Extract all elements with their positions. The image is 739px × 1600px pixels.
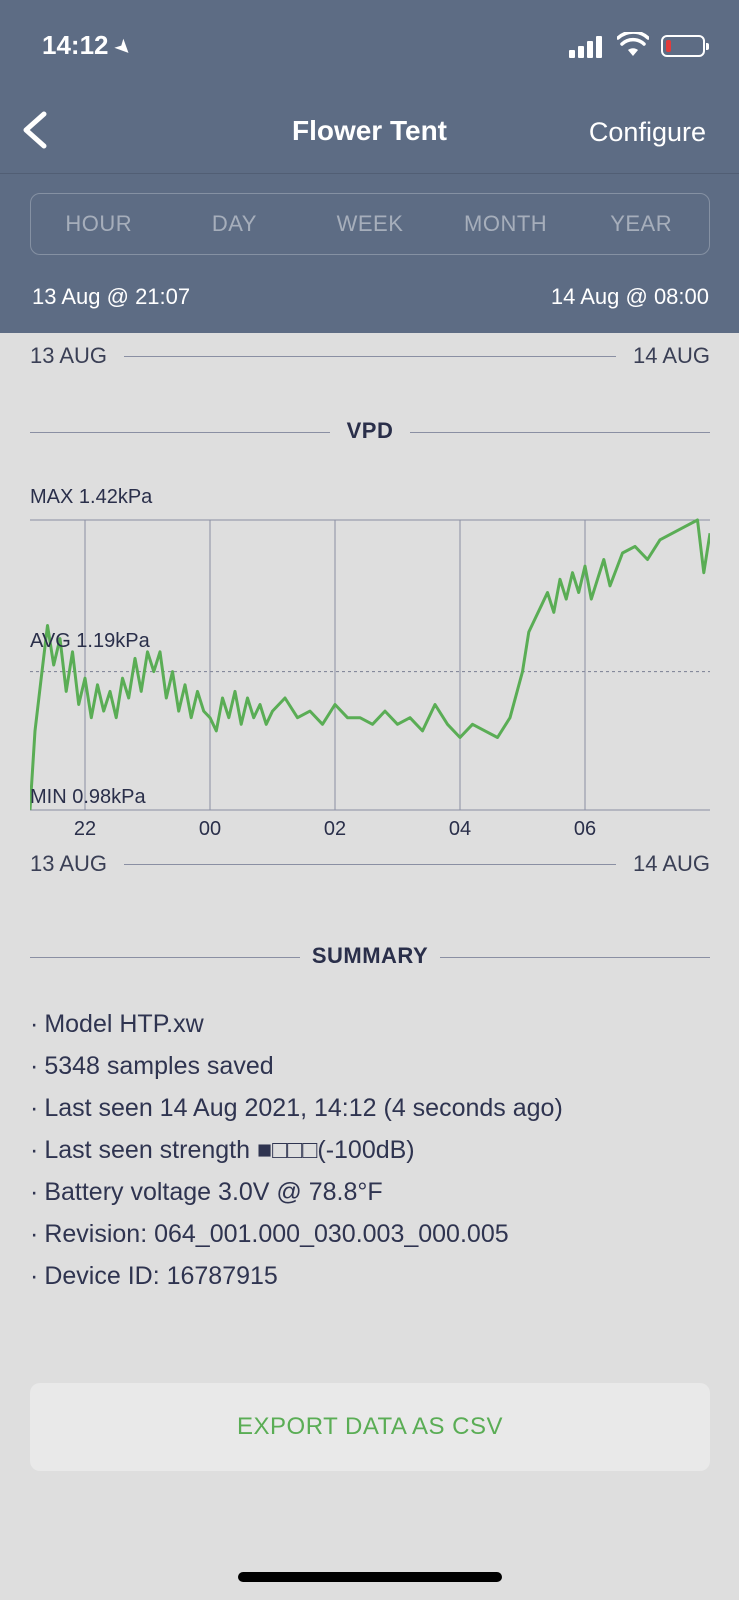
- range-end-date: 14 Aug @ 08:00: [550, 284, 709, 309]
- nav-divider: [0, 173, 739, 174]
- x-tick-label: 04: [448, 818, 472, 840]
- status-clock: 14:12: [42, 30, 109, 60]
- vpd-chart[interactable]: MAX 1.42kPa AVG 1.19kPa MIN 0.98kPa 22 00…: [30, 486, 710, 840]
- cellular-signal-icon: [569, 36, 603, 58]
- summary-device-id-text: Device ID: 16787915: [44, 1262, 278, 1290]
- battery-icon: [661, 35, 709, 57]
- summary-samples: · 5348 samples saved: [30, 1052, 274, 1080]
- summary-section-header: SUMMARY: [30, 943, 710, 973]
- location-arrow-icon: ➤: [108, 34, 137, 62]
- chart-min-label: MIN 0.98kPa: [30, 786, 146, 808]
- export-csv-button[interactable]: EXPORT DATA AS CSV: [30, 1383, 710, 1471]
- status-icons: [569, 32, 709, 60]
- chart-avg-label: AVG 1.19kPa: [30, 630, 150, 652]
- timeline-end-label: 14 AUG: [632, 851, 710, 876]
- summary-samples-text: 5348 samples saved: [44, 1052, 274, 1080]
- divider-line: [410, 432, 710, 433]
- tab-week[interactable]: WEEK: [336, 211, 404, 236]
- timeline-bottom: 13 AUG 14 AUG: [30, 851, 710, 881]
- x-tick-label: 06: [573, 818, 597, 840]
- range-start-date: 13 Aug @ 21:07: [32, 284, 191, 309]
- summary-revision: · Revision: 064_001.000_030.003_000.005: [30, 1220, 509, 1248]
- divider-line: [30, 957, 300, 958]
- timeline-line: [124, 356, 616, 357]
- summary-revision-text: Revision: 064_001.000_030.003_000.005: [44, 1220, 509, 1248]
- divider-line: [30, 432, 330, 433]
- timeline-start-label: 13 AUG: [30, 851, 108, 876]
- summary-battery: · Battery voltage 3.0V @ 78.8°F: [30, 1178, 383, 1206]
- summary-model: · Model HTP.xw: [30, 1010, 204, 1038]
- configure-button[interactable]: Configure: [588, 117, 706, 147]
- timeline-start-label: 13 AUG: [30, 343, 108, 368]
- x-tick-label: 00: [198, 818, 222, 840]
- vpd-label: VPD: [346, 418, 394, 443]
- tab-month[interactable]: MONTH: [464, 211, 548, 236]
- status-time: 14:12➤: [42, 30, 136, 62]
- vpd-series-line: [30, 518, 710, 811]
- tab-hour[interactable]: HOUR: [65, 211, 133, 236]
- page-title: Flower Tent: [291, 115, 448, 146]
- summary-last-seen-text: Last seen 14 Aug 2021, 14:12 (4 seconds …: [44, 1094, 563, 1122]
- summary-last-seen: · Last seen 14 Aug 2021, 14:12 (4 seconds…: [30, 1094, 563, 1122]
- vpd-chart-canvas: [30, 518, 710, 811]
- chart-max-label: MAX 1.42kPa: [30, 486, 153, 508]
- summary-signal-strength: · Last seen strength ■□□□(-100dB): [30, 1136, 415, 1164]
- summary-signal-text: Last seen strength ■□□□(-100dB): [44, 1136, 415, 1164]
- timeline-end-label: 14 AUG: [632, 343, 710, 368]
- summary-list: · Model HTP.xw · 5348 samples saved · Last …: [30, 1003, 710, 1297]
- tab-year[interactable]: YEAR: [610, 211, 673, 236]
- summary-device-id: · Device ID: 16787915: [30, 1262, 278, 1290]
- wifi-icon: [617, 32, 649, 56]
- vpd-section-header: VPD: [30, 418, 710, 448]
- header: 14:12➤ Flower Tent Configure HOUR DAY WE…: [0, 0, 739, 333]
- tab-day[interactable]: DAY: [211, 211, 257, 236]
- range-segmented-control: HOUR DAY WEEK MONTH YEAR: [30, 193, 710, 255]
- timeline-top: 13 AUG 14 AUG: [30, 343, 710, 373]
- x-tick-label: 22: [73, 818, 97, 840]
- timeline-line: [124, 864, 616, 865]
- summary-label: SUMMARY: [311, 943, 429, 968]
- home-indicator[interactable]: [238, 1572, 502, 1582]
- x-tick-label: 02: [323, 818, 347, 840]
- summary-battery-text: Battery voltage 3.0V @ 78.8°F: [44, 1178, 383, 1206]
- divider-line: [440, 957, 710, 958]
- back-chevron-icon[interactable]: [14, 108, 58, 152]
- summary-model-text: Model HTP.xw: [44, 1010, 204, 1038]
